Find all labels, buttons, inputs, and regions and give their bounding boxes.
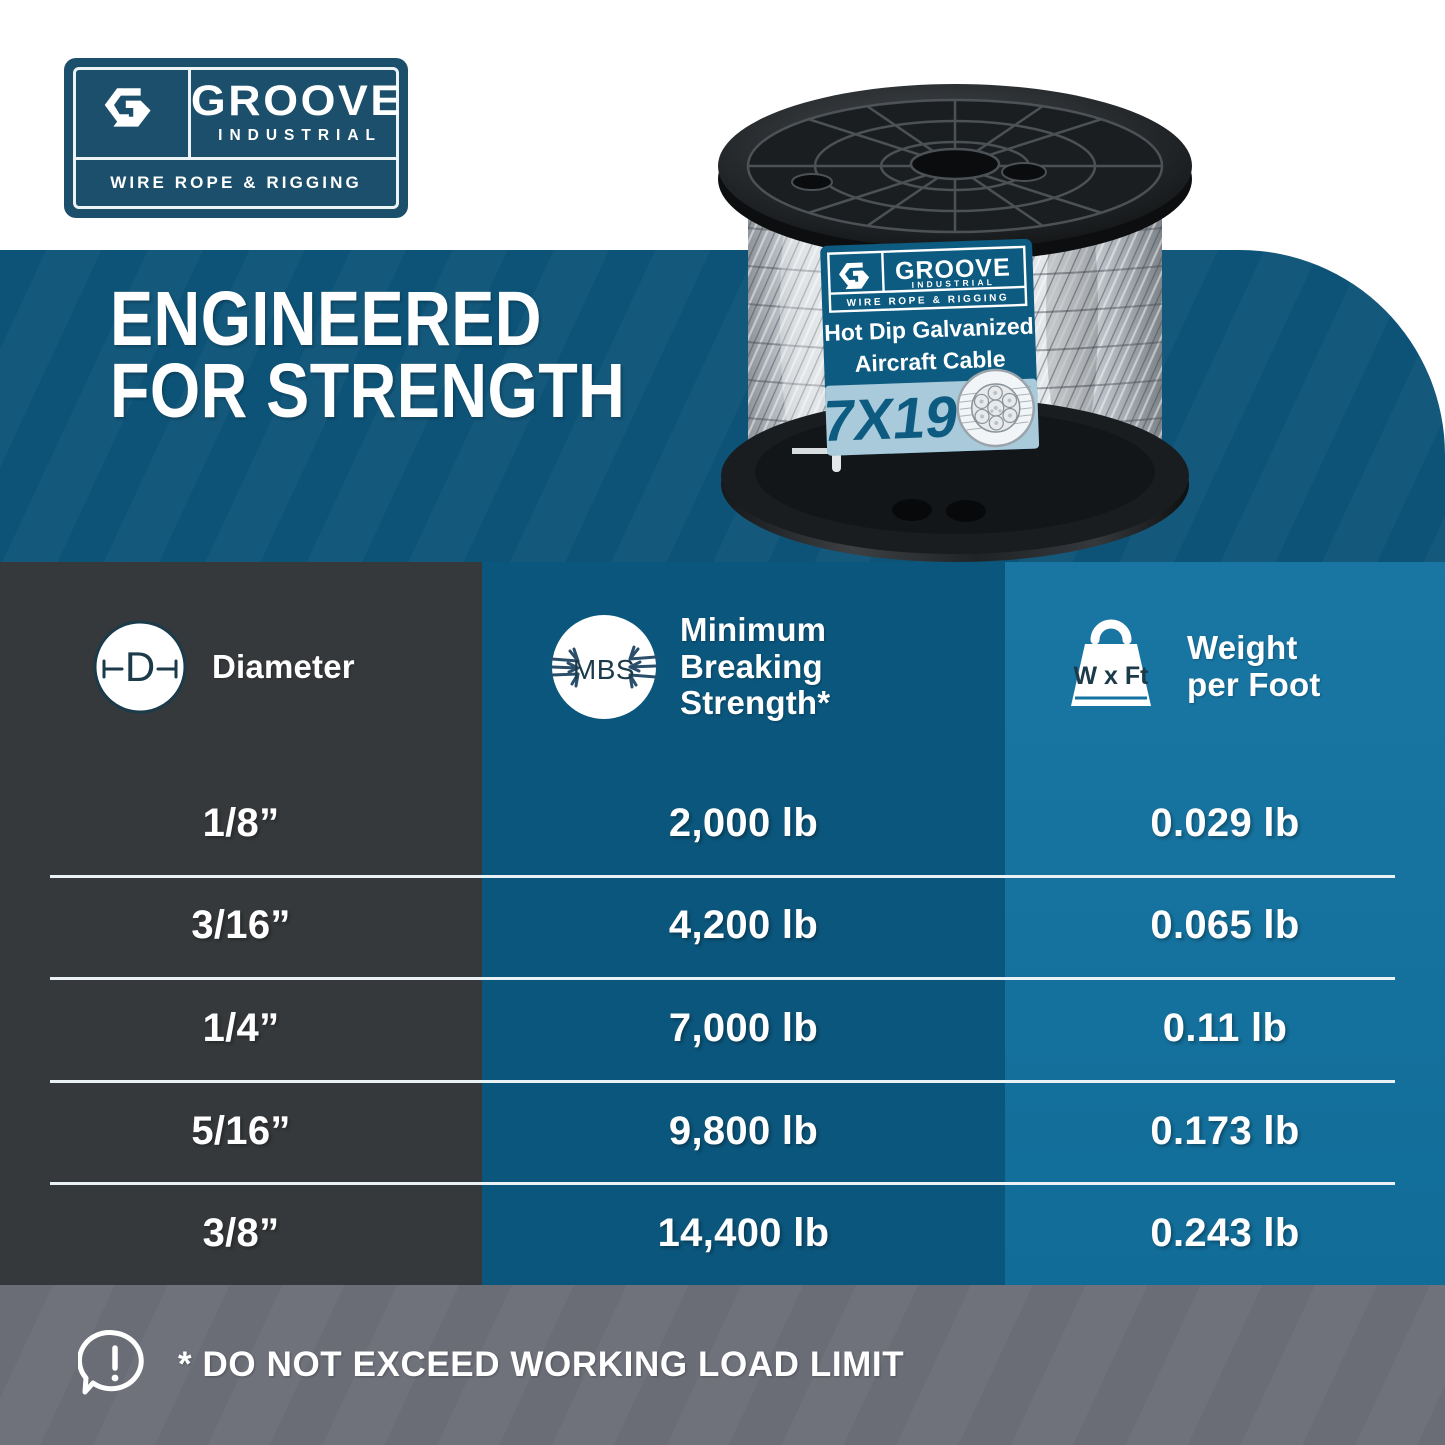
footer-stripe-texture <box>0 1285 1445 1445</box>
svg-text:GROOVE: GROOVE <box>895 253 1012 285</box>
logo-brand-name: GROOVE <box>191 77 404 126</box>
table-row: 5/16” 9,800 lb 0.173 lb <box>0 1079 1445 1183</box>
logo-inner-frame: GROOVE INDUSTRIAL WIRE ROPE & RIGGING <box>73 67 400 209</box>
cell-mbs: 2,000 lb <box>668 800 819 845</box>
cell-weight: 0.243 lb <box>1150 1211 1300 1256</box>
table-header-row: D Diameter <box>0 562 1445 772</box>
diameter-icon: D <box>88 615 192 719</box>
cell-mbs: 14,400 lb <box>657 1211 830 1256</box>
weight-icon-text: W x Ft <box>1074 662 1150 690</box>
table-body: 1/8” 2,000 lb 0.029 lb 3/16” 4,200 lb 0.… <box>0 772 1445 1285</box>
brand-logo: GROOVE INDUSTRIAL WIRE ROPE & RIGGING <box>64 58 408 218</box>
table-row: 3/8” 14,400 lb 0.243 lb <box>0 1182 1445 1285</box>
page-title: ENGINEERED FOR STRENGTH <box>110 276 626 434</box>
table-header-weight-label: Weight per Foot <box>1187 629 1321 703</box>
banner-stripe-texture <box>0 250 1445 562</box>
svg-text:7X19: 7X19 <box>819 384 962 454</box>
svg-text:Aircraft Cable: Aircraft Cable <box>854 346 1006 377</box>
mbs-icon: MBS <box>548 611 660 723</box>
specification-table: D Diameter <box>0 562 1445 1285</box>
logo-brand-sub: INDUSTRIAL <box>218 127 382 145</box>
table-row: 1/4” 7,000 lb 0.11 lb <box>0 977 1445 1080</box>
cell-weight: 0.065 lb <box>1150 903 1300 948</box>
logo-wordmark: GROOVE INDUSTRIAL <box>191 70 400 157</box>
logo-tagline-row: WIRE ROPE & RIGGING <box>76 160 396 206</box>
cell-mbs: 7,000 lb <box>668 1005 819 1050</box>
cell-weight: 0.173 lb <box>1150 1108 1300 1153</box>
cell-weight: 0.11 lb <box>1162 1005 1288 1050</box>
cell-diameter: 1/8” <box>202 800 280 845</box>
cell-weight: 0.029 lb <box>1150 800 1300 845</box>
product-image-spool: GROOVE INDUSTRIAL WIRE ROPE & RIGGING Ho… <box>672 14 1238 574</box>
table-header-weight: W x Ft Weight per Foot <box>1005 562 1445 772</box>
cell-mbs: 9,800 lb <box>668 1108 819 1153</box>
svg-text:D: D <box>125 643 155 690</box>
footer-note: * DO NOT EXCEED WORKING LOAD LIMIT <box>178 1345 905 1384</box>
table-header-mbs: MBS Minimum Breaking Strength* <box>482 562 1005 772</box>
svg-text:INDUSTRIAL: INDUSTRIAL <box>911 277 995 290</box>
logo-tagline: WIRE ROPE & RIGGING <box>110 172 362 192</box>
logo-top-row: GROOVE INDUSTRIAL <box>76 70 400 160</box>
footer-disclaimer-bar: * DO NOT EXCEED WORKING LOAD LIMIT <box>0 1285 1445 1445</box>
logo-outer-frame: GROOVE INDUSTRIAL WIRE ROPE & RIGGING <box>64 58 408 218</box>
svg-text:MBS: MBS <box>573 654 635 685</box>
column-background-diameter <box>0 562 482 1285</box>
groove-g-icon <box>76 70 192 157</box>
cell-diameter: 3/8” <box>202 1211 280 1256</box>
footer-content: * DO NOT EXCEED WORKING LOAD LIMIT <box>76 1285 905 1445</box>
warning-speech-bubble-icon <box>76 1326 152 1405</box>
cell-mbs: 4,200 lb <box>668 903 819 948</box>
table-header-diameter: D Diameter <box>0 562 482 772</box>
table-header-mbs-label: Minimum Breaking Strength* <box>680 610 831 722</box>
hero-banner: ENGINEERED FOR STRENGTH <box>0 250 1445 562</box>
cell-diameter: 5/16” <box>191 1108 291 1153</box>
cell-diameter: 1/4” <box>202 1005 280 1050</box>
weight-icon: W x Ft <box>1055 614 1167 720</box>
table-row: 3/16” 4,200 lb 0.065 lb <box>0 874 1445 978</box>
table-header-diameter-label: Diameter <box>212 647 355 685</box>
table-row: 1/8” 2,000 lb 0.029 lb <box>0 772 1445 875</box>
cell-diameter: 3/16” <box>191 903 291 948</box>
